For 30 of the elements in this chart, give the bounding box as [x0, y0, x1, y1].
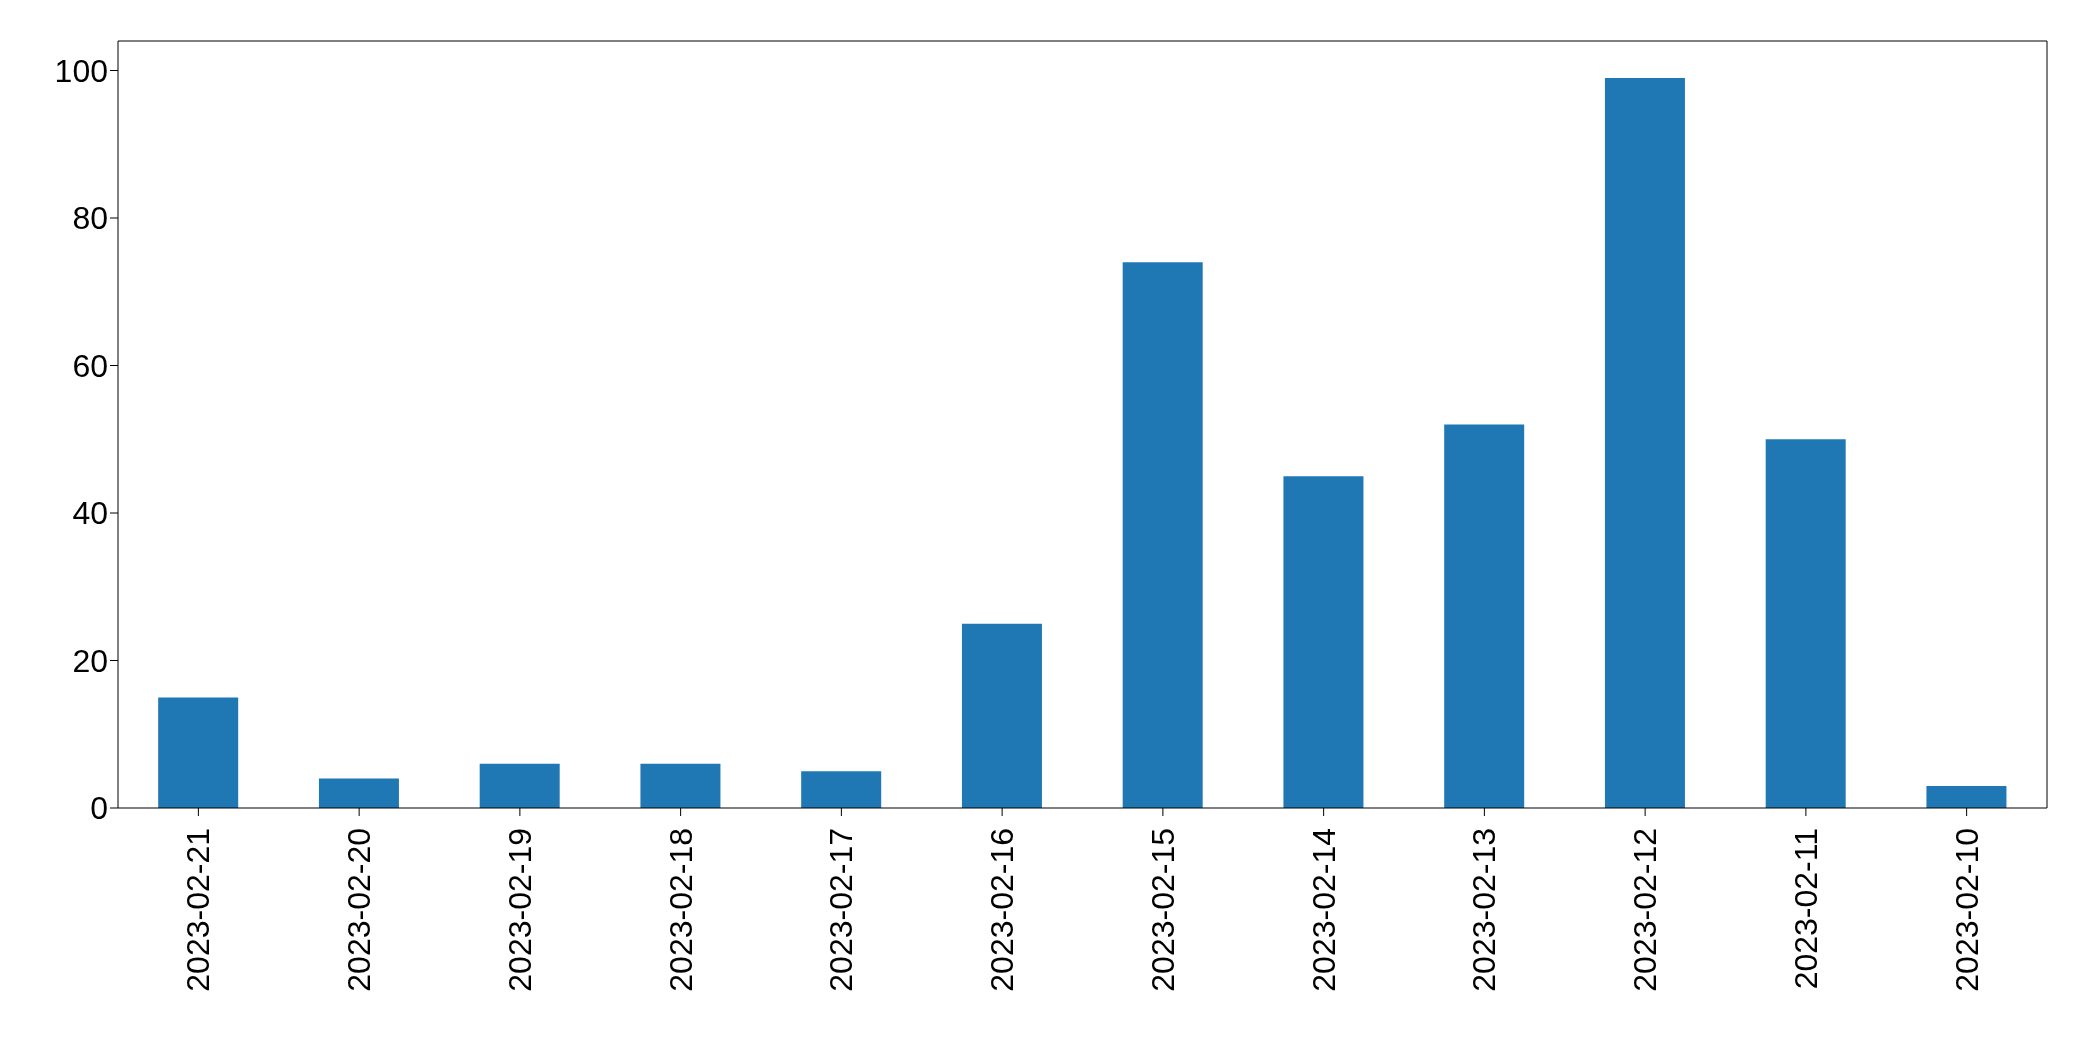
bar [801, 771, 882, 808]
bar [1765, 439, 1846, 808]
x-tick-label: 2023-02-15 [1144, 828, 1181, 992]
bar [158, 697, 239, 808]
x-tick-label: 2023-02-12 [1627, 828, 1664, 992]
x-tick-label: 2023-02-21 [180, 828, 217, 992]
x-tick-label: 2023-02-19 [501, 828, 538, 992]
bar [1604, 77, 1685, 808]
x-tick-label: 2023-02-10 [1948, 828, 1985, 992]
bar [1926, 785, 2007, 808]
y-tick-label: 20 [72, 642, 108, 679]
bar [1444, 424, 1525, 808]
y-tick-label: 60 [72, 347, 108, 384]
y-tick-label: 0 [90, 790, 108, 827]
y-tick-label: 100 [54, 52, 108, 89]
y-tick-label: 80 [72, 200, 108, 237]
bar [1283, 476, 1364, 808]
x-tick-label: 2023-02-16 [984, 828, 1021, 992]
x-tick-label: 2023-02-20 [341, 828, 378, 992]
bar [640, 763, 721, 808]
x-tick-label: 2023-02-14 [1305, 828, 1342, 992]
x-tick-label: 2023-02-18 [662, 828, 699, 992]
x-tick-label: 2023-02-11 [1787, 828, 1824, 990]
bar [479, 763, 560, 808]
y-tick-label: 40 [72, 495, 108, 532]
bar [1122, 262, 1203, 808]
bar [318, 778, 399, 808]
x-tick-label: 2023-02-13 [1466, 828, 1503, 992]
bar [961, 623, 1042, 808]
x-tick-label: 2023-02-17 [823, 828, 860, 992]
